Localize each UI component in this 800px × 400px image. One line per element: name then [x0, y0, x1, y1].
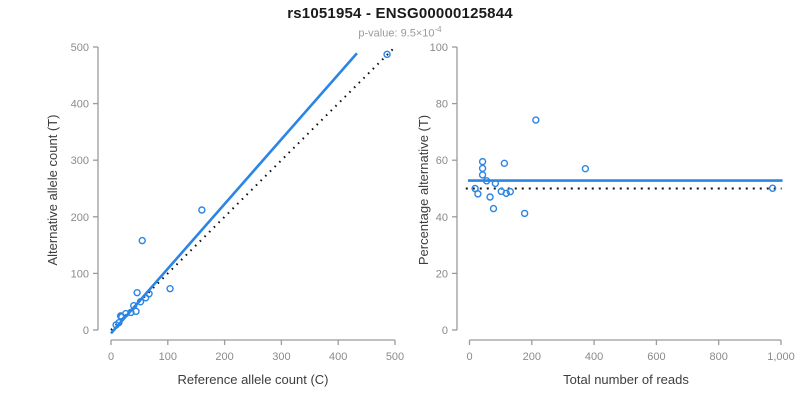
- data-point: [482, 177, 491, 185]
- y-axis-title: Alternative allele count (T): [45, 114, 60, 265]
- data-point: [500, 159, 509, 168]
- x-tick-label: 100: [159, 351, 177, 363]
- y-tick-label: 0: [442, 325, 448, 337]
- x-tick-label: 500: [386, 351, 404, 363]
- chart-header: rs1051954 - ENSG00000125844 p-value: 9.5…: [0, 5, 800, 40]
- data-point: [383, 50, 391, 59]
- data-point: [486, 193, 494, 201]
- y-tick-label: 40: [436, 212, 448, 224]
- x-tick-label: 800: [710, 351, 728, 363]
- x-tick-label: 400: [585, 351, 603, 363]
- x-axis-title: Reference allele count (C): [177, 372, 328, 387]
- data-point: [474, 190, 482, 198]
- x-axis-title: Total number of reads: [563, 372, 689, 387]
- y-tick-label: 400: [71, 99, 89, 111]
- page-title: rs1051954 - ENSG00000125844: [287, 5, 513, 22]
- y-tick-label: 300: [71, 155, 89, 167]
- data-point: [520, 209, 529, 218]
- p-value-base: 9.5×10: [400, 27, 435, 40]
- y-tick-label: 60: [436, 155, 448, 167]
- y-axis-title: Percentage alternative (T): [416, 115, 431, 265]
- right-scatter-plot: 0 20 40 60 80 100 0 200 400 600 800 1,000 Total numb…: [416, 42, 795, 387]
- x-tick-label: 0: [108, 351, 114, 363]
- x-tick-label: 600: [647, 351, 665, 363]
- y-tick-label: 100: [430, 42, 448, 54]
- data-point: [502, 189, 510, 198]
- data-point: [132, 307, 140, 316]
- data-point: [133, 288, 141, 297]
- x-tick-label: 200: [215, 351, 233, 363]
- y-tick-label: 200: [71, 212, 89, 224]
- x-tick-label: 0: [466, 351, 472, 363]
- x-tick-label: 1,000: [767, 351, 795, 363]
- y-tick-label: 100: [71, 268, 89, 280]
- y-tick-label: 500: [71, 42, 89, 54]
- p-value-prefix: p-value:: [358, 27, 401, 40]
- data-point: [489, 204, 498, 213]
- p-value-exponent: -4: [434, 25, 442, 34]
- identity-line: [110, 46, 396, 331]
- y-tick-label: 80: [436, 99, 448, 111]
- data-point: [478, 164, 487, 173]
- x-tick-label: 200: [523, 351, 541, 363]
- data-point: [581, 164, 590, 173]
- data-point: [138, 236, 146, 245]
- data-point: [491, 179, 500, 188]
- regression-line: [110, 52, 358, 335]
- x-tick-label: 300: [272, 351, 290, 363]
- data-point: [115, 318, 123, 327]
- data-point: [145, 290, 153, 298]
- left-scatter-plot: 0 100 200 300 400 500 0 100 200 300 400 500 Referenc…: [45, 42, 404, 387]
- y-tick-label: 20: [436, 268, 448, 280]
- p-value-subtitle: p-value: 9.5×10-4: [0, 25, 800, 40]
- data-point: [478, 171, 487, 179]
- data-point: [506, 187, 515, 196]
- x-tick-label: 400: [329, 351, 347, 363]
- data-point: [478, 157, 487, 166]
- data-point: [768, 184, 777, 192]
- data-point: [198, 206, 206, 214]
- y-tick-label: 0: [83, 325, 89, 337]
- data-point: [532, 116, 540, 124]
- data-point: [166, 284, 174, 293]
- data-point: [136, 298, 145, 306]
